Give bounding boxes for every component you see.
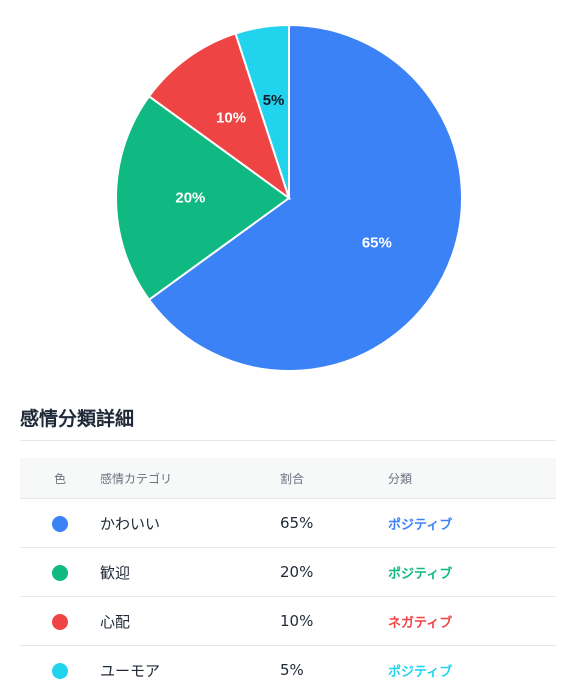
- ratio-cell: 20%: [280, 547, 388, 597]
- pie-slice-kawaii: [147, 23, 463, 372]
- category-cell: かわいい: [100, 498, 280, 548]
- pie-label-kangei: 20%: [175, 190, 205, 207]
- section-title: 感情分類詳細: [20, 408, 135, 430]
- color-dot: [52, 662, 68, 679]
- table-row: ユーモア 5% ポジティブ: [20, 646, 556, 695]
- pie-label-humor: 5%: [263, 92, 285, 109]
- color-dot: [52, 613, 68, 630]
- classification-badge: ポジティブ: [388, 566, 453, 582]
- color-cell: [20, 596, 100, 646]
- classification-badge: ポジティブ: [388, 664, 453, 680]
- header-category: 感情カテゴリ: [100, 458, 280, 499]
- pie-chart-svg: 65% 20% 10% 5%: [115, 23, 463, 372]
- classification-cell: ポジティブ: [388, 547, 556, 597]
- ratio-cell: 10%: [280, 596, 388, 646]
- pie-label-kawaii: 65%: [362, 234, 392, 251]
- color-cell: [20, 646, 100, 695]
- ratio-cell: 5%: [280, 661, 304, 679]
- table-header-row: 色 感情カテゴリ 割合 分類: [20, 458, 556, 499]
- title-divider: [20, 440, 556, 441]
- color-dot: [52, 564, 68, 581]
- classification-cell: ポジティブ: [388, 646, 556, 695]
- color-cell: [20, 498, 100, 548]
- category-cell: 心配: [100, 596, 280, 646]
- table-row: 歓迎 20% ポジティブ: [20, 547, 556, 597]
- header-ratio: 割合: [280, 458, 388, 499]
- classification-badge: ポジティブ: [388, 517, 453, 533]
- category-cell: ユーモア: [100, 661, 161, 680]
- table-row: 心配 10% ネガティブ: [20, 596, 556, 646]
- pie-chart: 65% 20% 10% 5%: [115, 23, 463, 372]
- header-classification: 分類: [388, 458, 556, 499]
- color-dot: [52, 515, 68, 532]
- color-cell: [20, 547, 100, 597]
- header-color: 色: [20, 458, 100, 499]
- emotion-detail-table: 色 感情カテゴリ 割合 分類 かわいい 65% ポジティブ 歓迎 20% ポジティブ 心配 1…: [20, 458, 556, 694]
- table-row: かわいい 65% ポジティブ: [20, 498, 556, 548]
- pie-slice-kangei: [115, 94, 291, 302]
- pie-slice-shinpai: [147, 32, 291, 201]
- pie-slice-humor: [234, 23, 290, 199]
- pie-label-shinpai: 10%: [216, 110, 246, 127]
- ratio-cell: 65%: [280, 498, 388, 548]
- classification-badge: ネガティブ: [388, 615, 453, 631]
- category-cell: 歓迎: [100, 547, 280, 597]
- classification-cell: ポジティブ: [388, 498, 556, 548]
- classification-cell: ネガティブ: [388, 596, 556, 646]
